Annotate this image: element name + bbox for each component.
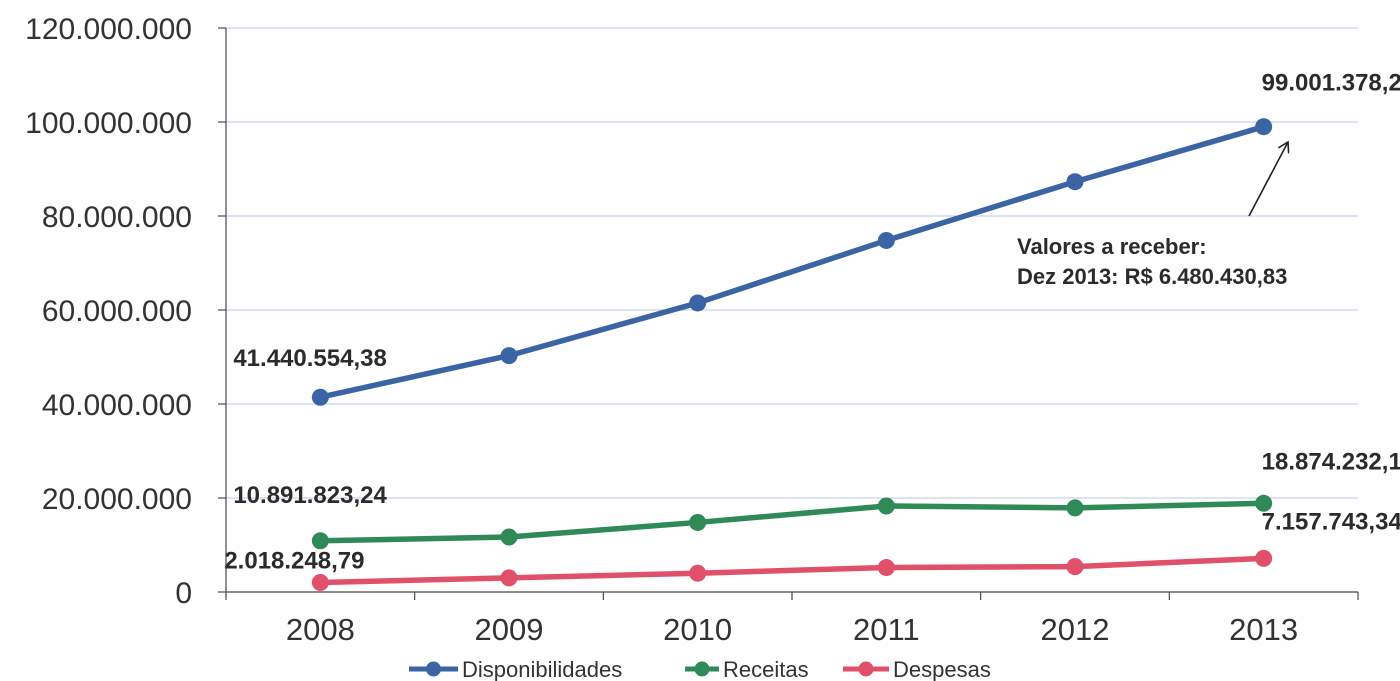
x-tick-label: 2011 xyxy=(853,612,920,647)
point-disponibilidades-2013 xyxy=(1255,118,1273,136)
data-label-despesas-2008: 2.018.248,79 xyxy=(224,548,364,575)
x-tick-label: 2013 xyxy=(1229,612,1298,647)
gridlines xyxy=(218,27,1359,600)
series xyxy=(311,118,1273,592)
x-tick-label: 2008 xyxy=(286,612,355,647)
point-despesas-2012 xyxy=(1066,558,1084,576)
legend-marker-disponibilidades xyxy=(426,661,441,677)
x-tick-label: 2012 xyxy=(1041,612,1110,647)
point-despesas-2013 xyxy=(1255,549,1273,567)
legend-label-disponibilidades: Disponibilidades xyxy=(462,657,622,681)
legend-marker-despesas xyxy=(858,661,874,677)
point-despesas-2009 xyxy=(500,569,518,587)
point-disponibilidades-2010 xyxy=(689,294,707,312)
point-disponibilidades-2008 xyxy=(311,388,329,406)
annotation: Valores a receber: Dez 2013: R$ 6.480.43… xyxy=(1017,142,1288,289)
y-tick-label: 0 xyxy=(175,577,192,610)
legend-label-receitas: Receitas xyxy=(723,657,809,681)
x-tick-label: 2009 xyxy=(475,612,544,647)
point-despesas-2008 xyxy=(311,574,329,592)
point-disponibilidades-2011 xyxy=(877,231,895,249)
legend-label-despesas: Despesas xyxy=(893,657,991,681)
x-tick-label: 2010 xyxy=(663,612,732,647)
point-receitas-2013 xyxy=(1255,494,1273,512)
point-receitas-2009 xyxy=(500,528,518,546)
point-disponibilidades-2012 xyxy=(1066,173,1084,191)
point-receitas-2008 xyxy=(311,532,329,550)
y-tick-labels: 120.000.000 100.000.000 80.000.000 60.000.0… xyxy=(25,13,192,610)
axes xyxy=(225,28,1358,593)
y-tick-label: 80.000.000 xyxy=(42,201,192,234)
data-label-despesas-2013: 7.157.743,34 xyxy=(1262,508,1400,535)
data-label-receitas-2008: 10.891.823,24 xyxy=(233,482,387,509)
data-label-receitas-2013: 18.874.232,17 xyxy=(1262,448,1400,475)
legend-marker-receitas xyxy=(694,661,710,677)
data-label-disponibilidades-2013: 99.001.378,22 xyxy=(1262,70,1400,97)
point-despesas-2010 xyxy=(689,564,707,582)
x-tick-labels: 2008 2009 2010 2011 2012 2013 xyxy=(286,612,1298,647)
annotation-arrow xyxy=(1248,142,1288,217)
point-despesas-2011 xyxy=(877,559,895,577)
series-line-disponibilidades xyxy=(317,123,1267,400)
data-labels: 41.440.554,38 99.001.378,22 10.891.823,24 1… xyxy=(224,70,1400,575)
point-receitas-2011 xyxy=(877,497,895,515)
annotation-line-1: Valores a receber: xyxy=(1017,234,1207,259)
series-line-despesas xyxy=(317,555,1267,586)
y-tick-label: 120.000.000 xyxy=(25,13,192,46)
annotation-line-2: Dez 2013: R$ 6.480.430,83 xyxy=(1017,264,1287,289)
point-receitas-2012 xyxy=(1066,499,1084,517)
series-line-receitas xyxy=(317,500,1267,544)
y-tick-label: 20.000.000 xyxy=(42,483,192,516)
y-tick-label: 100.000.000 xyxy=(25,107,192,140)
data-label-disponibilidades-2008: 41.440.554,38 xyxy=(233,345,386,372)
y-tick-label: 40.000.000 xyxy=(42,389,192,422)
y-tick-label: 60.000.000 xyxy=(42,295,192,328)
point-disponibilidades-2009 xyxy=(500,347,518,365)
legend: Disponibilidades Receitas Despesas xyxy=(409,657,991,681)
point-receitas-2010 xyxy=(689,513,707,531)
